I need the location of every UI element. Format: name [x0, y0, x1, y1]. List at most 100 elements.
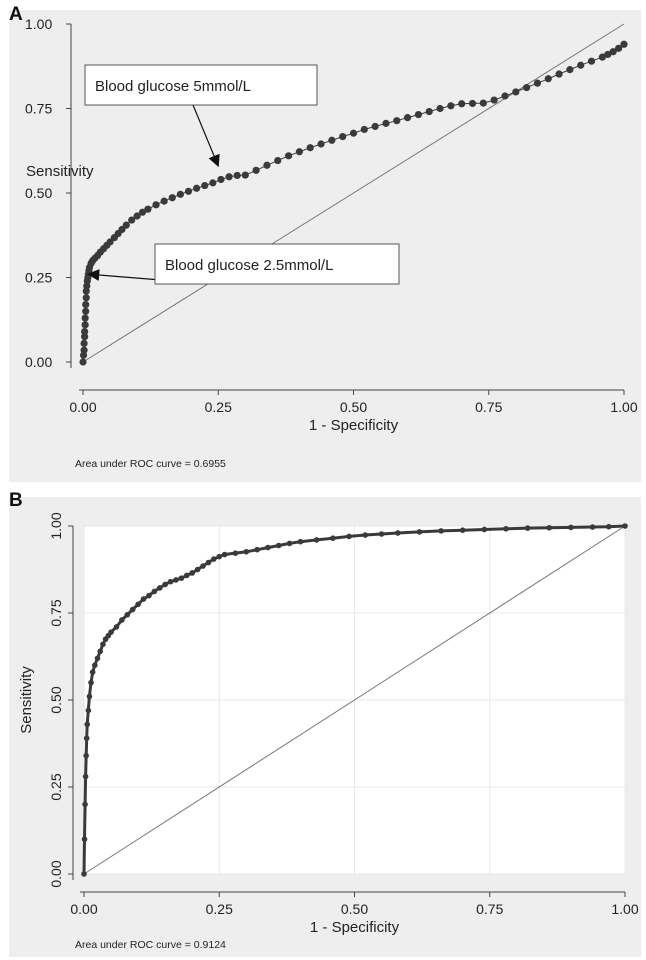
- reference-line: [82, 23, 625, 363]
- panel-b: 0.00 0.25 0.50 0.75 1.00 0.00 0.25 0.50 0.75 1.00…: [9, 497, 641, 957]
- roc-point: [113, 624, 120, 630]
- roc-point: [490, 96, 498, 104]
- x-tick-label: 0.50: [340, 399, 367, 415]
- roc-point: [221, 551, 228, 558]
- x-tick-label: 0.00: [70, 901, 97, 917]
- roc-point: [297, 538, 304, 545]
- roc-point: [79, 358, 87, 366]
- roc-point: [146, 592, 152, 599]
- x-tick-label: 1.00: [610, 399, 637, 415]
- roc-point: [523, 83, 531, 92]
- roc-point: [151, 588, 158, 595]
- y-tick-label: 0.75: [25, 101, 52, 117]
- roc-point: [243, 548, 250, 555]
- roc-point: [620, 40, 628, 48]
- x-axis-title: 1 - Specificity: [309, 417, 399, 434]
- roc-point: [609, 48, 617, 56]
- roc-point: [436, 104, 444, 113]
- roc-point: [286, 540, 293, 547]
- roc-point: [178, 575, 185, 581]
- x-tick-label: 0.00: [69, 399, 96, 415]
- panel-letter-b: B: [9, 490, 23, 511]
- roc-point: [533, 79, 542, 87]
- roc-point: [162, 581, 168, 588]
- roc-point: [133, 212, 141, 220]
- roc-point: [604, 50, 612, 59]
- roc-point: [81, 836, 88, 842]
- roc-point: [85, 707, 92, 714]
- y-tick-label: 0.50: [25, 185, 52, 201]
- roc-point: [82, 294, 90, 302]
- roc-point: [404, 114, 412, 122]
- roc-point: [108, 629, 114, 635]
- roc-point: [362, 532, 369, 538]
- reference-line: [83, 525, 626, 875]
- roc-point: [544, 75, 552, 83]
- roc-point: [176, 190, 184, 198]
- roc-point: [414, 110, 423, 119]
- roc-point: [252, 166, 260, 174]
- roc-point: [265, 544, 271, 551]
- y-tick-label: 0.00: [48, 860, 64, 887]
- roc-point: [83, 752, 89, 759]
- roc-point: [81, 314, 89, 322]
- roc-point: [328, 136, 336, 144]
- roc-point: [82, 773, 89, 780]
- annotation-box: [154, 243, 400, 285]
- roc-point: [118, 225, 126, 234]
- y-tick-label: 0.25: [25, 270, 52, 286]
- roc-point: [211, 556, 217, 562]
- roc-point: [140, 596, 147, 602]
- roc-point: [97, 648, 104, 655]
- x-tick-label: 0.25: [206, 901, 233, 917]
- roc-point: [254, 546, 260, 553]
- roc-point: [371, 122, 379, 131]
- roc-point: [200, 563, 206, 569]
- roc-point: [94, 655, 101, 662]
- roc-point: [568, 524, 574, 531]
- roc-point: [394, 530, 401, 536]
- roc-point: [598, 53, 606, 61]
- y-tick-label: 1.00: [48, 512, 64, 539]
- roc-point: [503, 525, 509, 532]
- panel-letter-a: A: [9, 4, 23, 25]
- roc-point: [80, 346, 88, 354]
- x-tick-label: 0.75: [476, 901, 503, 917]
- roc-point: [587, 57, 596, 65]
- roc-point: [382, 119, 390, 127]
- roc-point: [459, 527, 466, 533]
- roc-point: [167, 578, 174, 585]
- roc-point: [263, 161, 271, 169]
- roc-point: [447, 102, 455, 110]
- roc-point: [481, 526, 488, 533]
- roc-point: [209, 179, 217, 187]
- y-tick-label: 0.25: [48, 773, 64, 800]
- roc-point: [349, 129, 358, 137]
- roc-point: [313, 537, 320, 543]
- roc-point: [378, 531, 385, 537]
- y-tick-label: 0.50: [48, 686, 64, 713]
- x-tick-label: 0.25: [205, 399, 232, 415]
- annotation-label: Blood glucose 5mmol/L: [95, 78, 251, 95]
- roc-point: [89, 669, 96, 675]
- y-axis-title: Sensitivity: [18, 666, 35, 734]
- x-tick-label: 0.75: [475, 399, 502, 415]
- y-axis-title: Sensitivity: [26, 163, 94, 180]
- roc-point: [144, 205, 152, 213]
- roc-point: [232, 550, 239, 556]
- roc-point: [81, 333, 89, 341]
- roc-point: [80, 339, 88, 348]
- roc-point: [614, 44, 623, 52]
- roc-point: [317, 140, 325, 148]
- annotation-box: [84, 64, 318, 106]
- roc-point: [100, 641, 106, 648]
- roc-point: [233, 171, 241, 180]
- roc-point: [194, 566, 201, 573]
- roc-point: [205, 559, 212, 566]
- roc-point: [346, 533, 352, 540]
- roc-point: [393, 117, 401, 125]
- roc-point: [201, 181, 209, 190]
- roc-point: [156, 585, 163, 591]
- roc-point: [577, 61, 585, 69]
- roc-point: [138, 208, 147, 216]
